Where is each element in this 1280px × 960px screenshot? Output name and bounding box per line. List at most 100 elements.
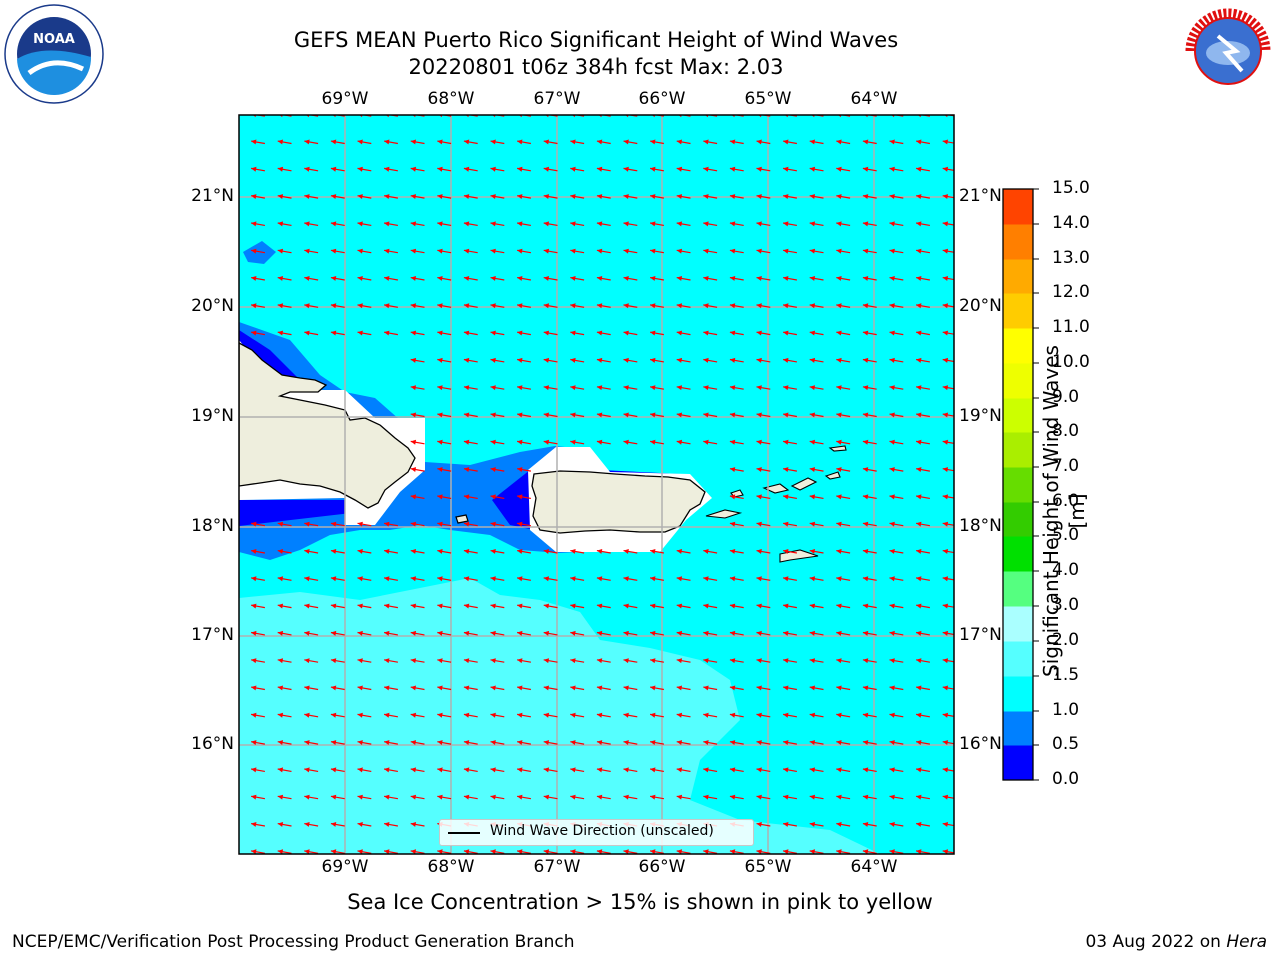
wind-wave-arrow [836, 248, 851, 254]
wind-wave-arrow [703, 439, 718, 445]
lon-bottom-65w: 65°W [744, 857, 792, 877]
colorbar [1002, 188, 1039, 781]
wind-wave-arrow [357, 166, 372, 172]
colorbar-segment [1003, 676, 1033, 712]
wind-wave-arrow [463, 658, 478, 664]
wind-wave-arrow [357, 794, 372, 800]
land-hispaniola [239, 342, 416, 509]
wind-wave-arrow [650, 330, 664, 336]
wind-wave-arrow [517, 115, 531, 118]
wind-wave-arrow [623, 166, 638, 172]
wind-wave-arrow [330, 712, 345, 718]
wind-wave-arrow [783, 630, 797, 636]
wind-wave-arrow [596, 275, 611, 281]
wind-wave-arrow [916, 630, 930, 636]
wind-wave-arrow [490, 740, 505, 746]
wind-wave-arrow [357, 194, 372, 200]
wind-wave-arrow [277, 303, 292, 309]
wind-wave-arrow [277, 685, 292, 691]
wind-wave-arrow [756, 139, 771, 145]
wind-wave-arrow [330, 166, 345, 172]
wind-wave-arrow [410, 740, 425, 746]
wind-wave-arrow [862, 330, 877, 336]
wind-wave-arrow [384, 303, 398, 309]
wind-wave-arrow [942, 248, 954, 254]
wind-wave-arrow [836, 849, 851, 854]
wind-wave-arrow [916, 794, 930, 800]
wind-wave-arrow [357, 767, 372, 773]
wind-wave-arrow [596, 221, 611, 227]
wind-wave-arrow [357, 576, 372, 582]
wind-wave-arrow [384, 521, 398, 527]
wind-wave-arrow [703, 767, 718, 773]
wind-wave-arrow [862, 248, 877, 254]
wind-wave-arrow [277, 849, 292, 854]
wind-wave-arrow [916, 767, 930, 773]
wind-wave-arrow [251, 275, 265, 281]
wind-wave-arrow [889, 494, 904, 500]
wind-wave-arrow [676, 303, 691, 309]
wind-wave-arrow [916, 221, 930, 227]
wind-wave-arrow [410, 467, 425, 473]
colorbar-segment [1003, 745, 1033, 781]
wind-wave-arrow [277, 166, 292, 172]
wind-wave-arrow [410, 576, 425, 582]
wind-wave-arrow [410, 275, 425, 281]
wind-wave-arrow [703, 412, 718, 418]
wind-wave-arrow [676, 658, 691, 664]
wind-wave-arrow [862, 385, 877, 391]
wind-wave-arrow [703, 603, 718, 609]
wind-wave-arrow [676, 603, 691, 609]
wind-wave-arrow [543, 412, 558, 418]
wind-wave-arrow [703, 275, 718, 281]
wind-wave-arrow [942, 221, 954, 227]
wind-wave-arrow [251, 576, 265, 582]
wind-wave-arrow [862, 221, 877, 227]
wind-wave-arrow [862, 548, 877, 554]
colorbar-tick-label: 7.0 [1052, 456, 1080, 476]
wind-wave-arrow [570, 603, 585, 609]
wind-wave-arrow [862, 115, 877, 118]
wind-wave-arrow [437, 548, 452, 554]
lon-top-64w: 64°W [850, 89, 898, 109]
wind-wave-arrow [889, 548, 904, 554]
wind-wave-arrow [463, 275, 478, 281]
wind-wave-arrow [410, 794, 425, 800]
wind-wave-arrow [437, 439, 452, 445]
wind-wave-arrow [756, 248, 771, 254]
wind-wave-arrow [357, 603, 372, 609]
wind-wave-arrow [862, 139, 877, 145]
wind-wave-arrow [357, 221, 372, 227]
wind-wave-arrow [596, 767, 611, 773]
wind-wave-arrow [463, 603, 478, 609]
wind-wave-arrow [463, 194, 478, 200]
wind-wave-arrow [463, 767, 478, 773]
wind-wave-arrow [676, 439, 691, 445]
wind-wave-arrow [304, 166, 319, 172]
wind-wave-arrow [836, 685, 851, 691]
wind-wave-arrow [570, 221, 585, 227]
wind-wave-arrow [889, 139, 904, 145]
wind-wave-arrow [251, 330, 265, 336]
wind-wave-arrow [437, 275, 452, 281]
wind-wave-arrow [836, 412, 851, 418]
wind-wave-arrow [676, 685, 691, 691]
wind-wave-arrow [836, 385, 851, 391]
wind-wave-arrow [543, 166, 558, 172]
wind-wave-arrow [783, 685, 797, 691]
wind-wave-arrow [889, 194, 904, 200]
wind-wave-arrow [809, 194, 824, 200]
wind-wave-arrow [251, 821, 265, 827]
wind-wave-arrow [729, 194, 744, 200]
wind-wave-arrow [836, 467, 851, 473]
wind-wave-arrow [596, 794, 611, 800]
wind-wave-arrow [729, 548, 744, 554]
wind-wave-arrow [490, 166, 505, 172]
wind-wave-arrow [570, 194, 585, 200]
wind-wave-arrow [490, 467, 505, 473]
wind-wave-arrow [570, 166, 585, 172]
wind-wave-arrow [330, 275, 345, 281]
wind-wave-arrow [889, 685, 904, 691]
wind-wave-arrow [809, 630, 824, 636]
wind-wave-arrow [437, 412, 452, 418]
